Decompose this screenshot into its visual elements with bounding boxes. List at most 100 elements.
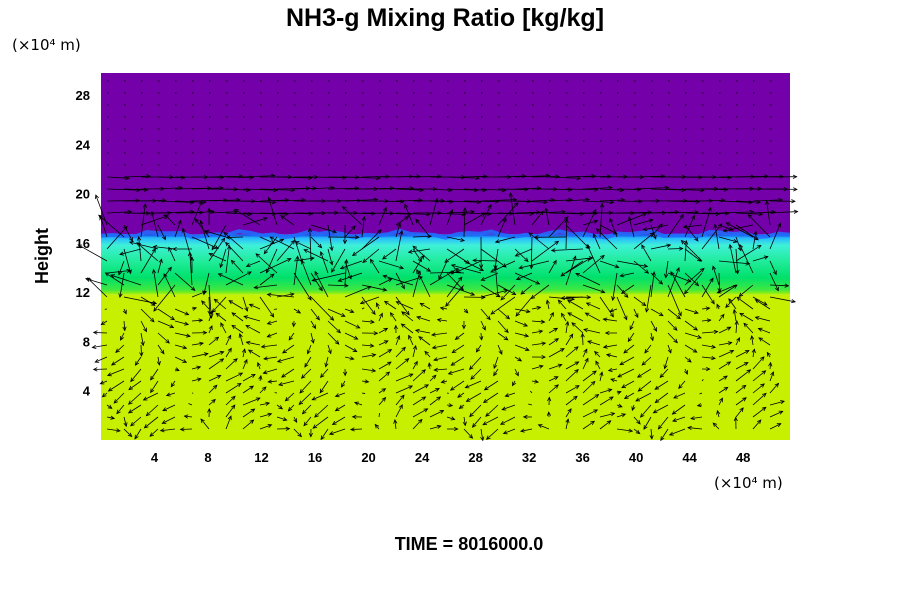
wind-vector [320, 428, 329, 440]
wind-vector-head [508, 192, 513, 198]
wind-vector [444, 248, 465, 263]
wind-vector-head [609, 217, 614, 223]
y-tick-label: 4 [83, 384, 91, 399]
wind-vector-head [448, 270, 454, 275]
wind-vector [531, 342, 546, 346]
wind-vector [599, 420, 611, 430]
wind-vector [701, 379, 704, 382]
wind-vector-head [485, 435, 491, 440]
wind-vector-head [448, 403, 454, 408]
wind-vector-head [349, 356, 355, 361]
wind-vector [327, 320, 341, 334]
wind-vector [303, 249, 329, 262]
wind-vector-head [332, 229, 338, 234]
wind-vector [463, 207, 466, 238]
wind-vector [163, 273, 176, 298]
wind-vector-head [574, 346, 579, 351]
wind-vector [242, 348, 246, 358]
wind-vector-head [216, 375, 222, 379]
wind-vector [483, 392, 499, 403]
wind-vector [378, 340, 389, 346]
wind-vector-head [780, 400, 785, 405]
wind-vector [735, 337, 740, 346]
wind-vector-head [480, 436, 485, 442]
wind-vector-head [419, 302, 425, 307]
wind-vector-head [431, 345, 437, 350]
wind-vector-head [134, 434, 139, 440]
wind-vector-head [261, 386, 267, 391]
wind-vector [150, 368, 159, 381]
wind-vector-head [757, 327, 763, 332]
wind-vector [690, 416, 703, 420]
wind-vector-head [219, 175, 225, 180]
wind-vector-head [126, 268, 132, 273]
wind-vector-head [291, 322, 296, 328]
wind-vector-head [470, 291, 476, 296]
wind-vector-head [449, 386, 455, 391]
wind-vector-head [644, 348, 649, 354]
wind-vector-head [260, 344, 266, 349]
wind-vector-head [739, 312, 745, 317]
wind-vector-head [541, 354, 547, 360]
wind-vector-head [207, 310, 212, 316]
wind-vector [480, 248, 507, 268]
wind-vector-head [331, 268, 336, 273]
wind-vector-head [450, 264, 456, 269]
wind-vector [378, 212, 412, 215]
wind-vector-head [208, 325, 213, 331]
wind-vector-head [713, 223, 718, 229]
wind-vector [627, 332, 635, 342]
wind-vector [548, 384, 559, 394]
wind-vector [310, 332, 314, 344]
wind-vector [565, 346, 579, 358]
wind-vector [712, 422, 720, 430]
wind-vector-head [716, 303, 721, 309]
wind-vector [307, 344, 312, 354]
wind-vector [101, 320, 108, 325]
wind-vector-head [184, 321, 190, 326]
wind-vector [480, 320, 486, 331]
wind-vector [484, 380, 499, 391]
wind-vector [310, 272, 323, 291]
wind-vector-head [437, 174, 442, 179]
wind-vector [565, 219, 568, 250]
wind-vector [583, 328, 601, 334]
wind-vector-head [416, 315, 422, 320]
wind-vector-head [687, 425, 692, 431]
wind-vector [433, 356, 448, 361]
wind-vector-head [284, 198, 290, 203]
wind-vector [502, 404, 516, 411]
wind-vector-head [754, 299, 760, 304]
x-tick-label: 4 [151, 450, 159, 465]
wind-vector-head [764, 174, 769, 179]
wind-vector [140, 308, 155, 323]
wind-vector [769, 383, 779, 394]
wind-vector [225, 176, 254, 179]
wind-vector-head [546, 411, 552, 417]
wind-vector-head [493, 371, 498, 377]
wind-vector-head [667, 348, 672, 354]
wind-vector [623, 344, 635, 354]
wind-vector [628, 216, 635, 238]
wind-vector [225, 396, 236, 406]
wind-vector [497, 202, 519, 226]
wind-vector-head [660, 174, 666, 179]
wind-vector [684, 344, 697, 353]
wind-vector-head [311, 396, 317, 401]
wind-vector-head [320, 435, 325, 441]
wind-vector-head [514, 371, 519, 377]
wind-vector-head [503, 289, 509, 294]
wind-vector [718, 350, 734, 358]
wind-vector-head [727, 175, 733, 180]
wind-vector-head [594, 350, 599, 356]
wind-vector [701, 212, 729, 214]
wind-vector [209, 253, 227, 262]
wind-vector-head [718, 223, 723, 228]
wind-vector-head [412, 344, 417, 350]
wind-vector-head [355, 324, 361, 329]
wind-vector-head [245, 324, 251, 329]
wind-vector [245, 325, 261, 334]
wind-vector [352, 236, 380, 256]
wind-vector-head [418, 198, 424, 203]
wind-vector-head [697, 334, 702, 339]
